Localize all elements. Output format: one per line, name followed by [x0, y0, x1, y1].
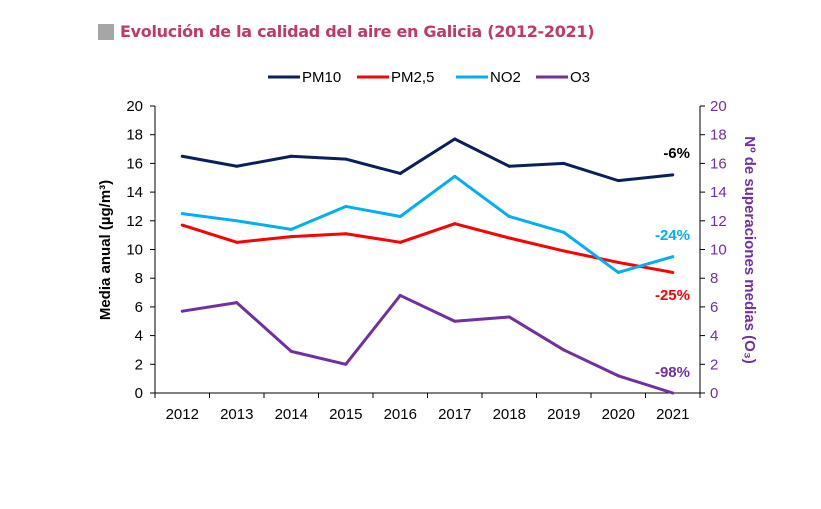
- data-point: [616, 374, 620, 378]
- y-tick-label-left: 20: [126, 98, 143, 115]
- y2-axis-label: Nº de superaciones medias (O₃): [741, 136, 758, 363]
- y-tick-label-left: 14: [126, 184, 143, 201]
- data-point: [289, 227, 293, 231]
- y-tick-label-right: 20: [710, 98, 727, 115]
- data-point: [671, 173, 675, 177]
- data-point: [562, 230, 566, 234]
- series-annotation: -6%: [663, 145, 690, 162]
- data-point: [235, 240, 239, 244]
- y-tick-label-left: 2: [135, 356, 143, 373]
- data-point: [398, 240, 402, 244]
- data-point: [562, 161, 566, 165]
- y-tick-label-right: 0: [710, 385, 718, 402]
- series-line-pm10: [181, 137, 673, 183]
- data-point: [453, 137, 457, 141]
- y-tick-label-right: 18: [710, 127, 727, 144]
- chart-title-block: Evolución de la calidad del aire en Gali…: [98, 22, 595, 41]
- y-axis-label: Media anual (µg/m³): [97, 180, 114, 320]
- legend-label: PM2,5: [391, 69, 434, 86]
- series-annotation: -24%: [655, 227, 690, 244]
- data-point: [453, 222, 457, 226]
- data-point: [235, 301, 239, 305]
- x-tick-label: 2016: [384, 406, 417, 423]
- data-point: [180, 223, 184, 227]
- title-marker: [98, 23, 114, 40]
- y-tick-label-left: 16: [126, 155, 143, 172]
- series-annotation: -25%: [655, 287, 690, 304]
- y-tick-label-left: 8: [135, 270, 143, 287]
- legend-label: O3: [570, 69, 590, 86]
- x-tick-label: 2015: [329, 406, 362, 423]
- data-point: [180, 309, 184, 313]
- y-tick-label-right: 16: [710, 155, 727, 172]
- y-tick-label-left: 18: [126, 127, 143, 144]
- chart-title: Evolución de la calidad del aire en Gali…: [120, 22, 595, 41]
- data-point: [671, 391, 675, 395]
- y-tick-label-right: 6: [710, 299, 718, 316]
- data-point: [616, 270, 620, 274]
- data-point: [344, 232, 348, 236]
- y-tick-label-right: 12: [710, 213, 727, 230]
- data-point: [289, 235, 293, 239]
- y-tick-label-right: 2: [710, 356, 718, 373]
- data-point: [616, 179, 620, 183]
- data-point: [289, 349, 293, 353]
- data-point: [180, 154, 184, 158]
- series-line-no2: [182, 174, 674, 274]
- x-tick-label: 2017: [438, 406, 471, 423]
- series-annotation: -98%: [655, 364, 690, 381]
- x-tick-label: 2012: [166, 406, 199, 423]
- y-tick-label-right: 4: [710, 328, 718, 345]
- data-point: [453, 319, 457, 323]
- series-line-o3: [182, 293, 674, 395]
- data-point: [344, 157, 348, 161]
- data-point: [180, 212, 184, 216]
- x-tick-label: 2014: [275, 406, 308, 423]
- x-tick-label: 2019: [547, 406, 580, 423]
- y-tick-label-left: 4: [135, 328, 143, 345]
- data-point: [344, 204, 348, 208]
- data-point: [235, 219, 239, 223]
- y-tick-label-right: 10: [710, 242, 727, 259]
- data-point: [562, 348, 566, 352]
- data-point: [507, 315, 511, 319]
- y-tick-label-left: 10: [126, 242, 143, 259]
- data-point: [507, 236, 511, 240]
- data-point: [616, 260, 620, 264]
- y-tick-label-left: 12: [126, 213, 143, 230]
- data-point: [562, 249, 566, 253]
- data-point: [344, 362, 348, 366]
- y-tick-label-left: 0: [135, 385, 143, 402]
- legend-label: NO2: [490, 69, 521, 86]
- data-point: [671, 270, 675, 274]
- x-tick-label: 2020: [602, 406, 635, 423]
- data-point: [398, 171, 402, 175]
- x-tick-label: 2018: [493, 406, 526, 423]
- data-point: [398, 214, 402, 218]
- x-tick-label: 2021: [656, 406, 689, 423]
- data-point: [453, 174, 457, 178]
- data-point: [235, 164, 239, 168]
- data-point: [289, 154, 293, 158]
- data-point: [507, 214, 511, 218]
- series-line-pm25: [181, 222, 674, 274]
- data-point: [398, 293, 402, 297]
- data-point: [507, 164, 511, 168]
- x-tick-label: 2013: [220, 406, 253, 423]
- y-tick-label-right: 14: [710, 184, 727, 201]
- data-point: [671, 255, 675, 259]
- y-tick-label-left: 6: [135, 299, 143, 316]
- legend-label: PM10: [302, 69, 341, 86]
- y-tick-label-right: 8: [710, 270, 718, 287]
